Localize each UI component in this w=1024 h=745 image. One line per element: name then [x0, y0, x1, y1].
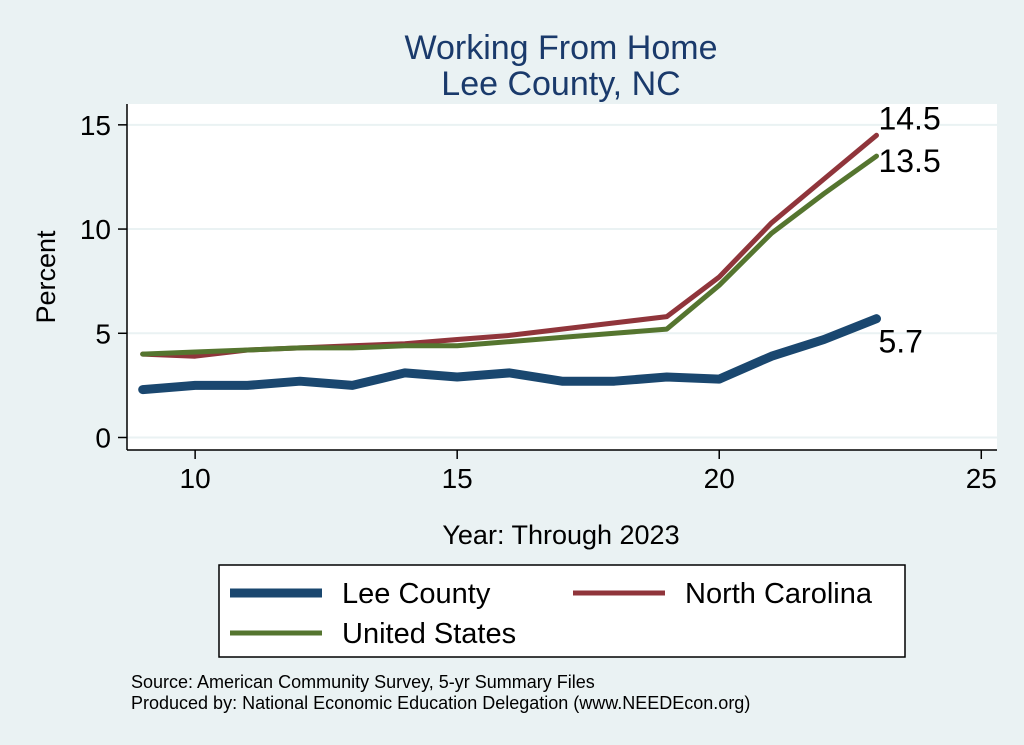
- gridlines: [127, 123, 997, 439]
- plot-area: [127, 104, 997, 450]
- end-label-lee-county: 5.7: [878, 324, 922, 360]
- legend: Lee County North Carolina United States: [230, 578, 873, 650]
- end-label-united-states: 13.5: [878, 143, 940, 179]
- x-tick-label: 10: [180, 463, 211, 494]
- series-lines: [138, 132, 881, 395]
- end-label-north-carolina: 14.5: [878, 100, 940, 136]
- legend-label-united-states: United States: [342, 618, 516, 650]
- axis-ticks: 0 5 10 15 10 15 20 25: [80, 110, 997, 494]
- y-tick-label: 15: [80, 110, 111, 141]
- end-labels: 5.7 14.5 13.5: [878, 100, 940, 359]
- y-axis-title: Percent: [31, 230, 61, 324]
- producer-note: Produced by: National Economic Education…: [131, 693, 750, 713]
- legend-label-north-carolina: North Carolina: [685, 578, 873, 610]
- legend-label-lee-county: Lee County: [342, 578, 491, 610]
- y-tick-label: 5: [95, 318, 111, 349]
- source-note: Source: American Community Survey, 5-yr …: [131, 672, 595, 692]
- series-line-united-states: [140, 153, 879, 357]
- x-axis-title: Year: Through 2023: [442, 520, 679, 550]
- x-tick-label: 25: [966, 463, 997, 494]
- legend-box: [218, 564, 906, 658]
- series-line-lee-county: [138, 314, 881, 395]
- chart-title-line-2: Lee County, NC: [441, 65, 680, 103]
- chart-title-line-1: Working From Home: [405, 29, 718, 67]
- y-tick-label: 10: [80, 214, 111, 245]
- y-tick-label: 0: [95, 422, 111, 453]
- x-tick-label: 15: [442, 463, 473, 494]
- x-tick-label: 20: [704, 463, 735, 494]
